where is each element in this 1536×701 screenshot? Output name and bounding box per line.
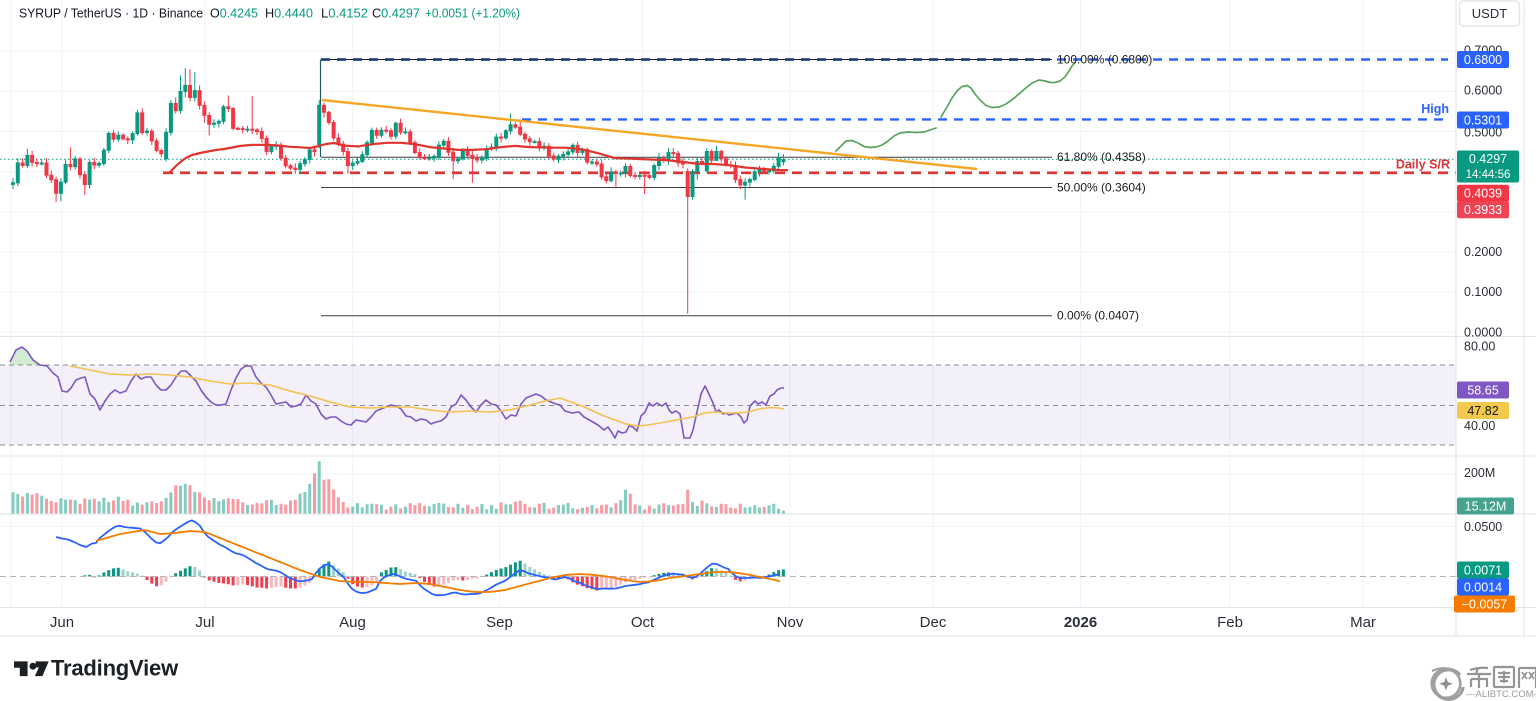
svg-text:0.3933: 0.3933 — [1464, 203, 1502, 217]
svg-text:O0.4245: O0.4245 — [210, 6, 258, 21]
svg-text:0.00% (0.0407): 0.00% (0.0407) — [1057, 309, 1139, 323]
svg-text:USDT: USDT — [1472, 6, 1507, 21]
svg-text:0.4297: 0.4297 — [1469, 152, 1507, 166]
svg-text:0.1000: 0.1000 — [1464, 285, 1502, 299]
svg-text:Sep: Sep — [486, 614, 513, 631]
svg-text:15.12M: 15.12M — [1465, 499, 1507, 513]
svg-text:0.0000: 0.0000 — [1464, 325, 1502, 339]
svg-text:100.00% (0.6800): 100.00% (0.6800) — [1057, 53, 1152, 67]
svg-text:High: High — [1421, 102, 1449, 116]
svg-text:Jun: Jun — [50, 614, 74, 631]
svg-text:Jul: Jul — [195, 614, 214, 631]
svg-text:Feb: Feb — [1217, 614, 1243, 631]
svg-text:0.0500: 0.0500 — [1464, 520, 1502, 534]
svg-text:Mar: Mar — [1350, 614, 1376, 631]
svg-text:Daily S/R: Daily S/R — [1396, 158, 1450, 172]
svg-text:Oct: Oct — [631, 614, 655, 631]
svg-text:Nov: Nov — [777, 614, 804, 631]
svg-text:0.6000: 0.6000 — [1464, 83, 1502, 97]
svg-text:50.00% (0.3604): 50.00% (0.3604) — [1057, 181, 1146, 195]
svg-text:61.80% (0.4358): 61.80% (0.4358) — [1057, 150, 1146, 164]
svg-text:0.5301: 0.5301 — [1464, 113, 1502, 127]
svg-text:H0.4440: H0.4440 — [265, 6, 313, 21]
svg-text:+0.0051 (+1.20%): +0.0051 (+1.20%) — [425, 6, 520, 21]
svg-text:2026: 2026 — [1064, 614, 1097, 631]
svg-text:47.82: 47.82 — [1467, 404, 1498, 418]
svg-text:TradingView: TradingView — [51, 656, 179, 681]
svg-text:200M: 200M — [1464, 466, 1495, 480]
svg-text:Dec: Dec — [920, 614, 947, 631]
svg-text:0.6800: 0.6800 — [1464, 53, 1502, 67]
svg-text:Aug: Aug — [339, 614, 366, 631]
svg-text:14:44:56: 14:44:56 — [1466, 169, 1511, 181]
svg-text:0.0071: 0.0071 — [1464, 563, 1502, 577]
svg-text:0.0014: 0.0014 — [1464, 580, 1502, 594]
svg-text:−0.0057: −0.0057 — [1462, 597, 1508, 611]
svg-text:L0.4152: L0.4152 — [321, 6, 368, 21]
svg-text:C0.4297: C0.4297 — [372, 6, 420, 21]
svg-text:0.5000: 0.5000 — [1464, 125, 1502, 139]
svg-text:80.00: 80.00 — [1464, 339, 1495, 353]
svg-text:SYRUP / TetherUS · 1D · Binanc: SYRUP / TetherUS · 1D · Binance — [19, 6, 203, 21]
svg-text:0.2000: 0.2000 — [1464, 245, 1502, 259]
svg-text:0.4039: 0.4039 — [1464, 187, 1502, 201]
svg-text:58.65: 58.65 — [1467, 383, 1498, 397]
svg-text:—ALIBTC.COM—: —ALIBTC.COM— — [1466, 689, 1536, 700]
svg-text:40.00: 40.00 — [1464, 419, 1495, 433]
